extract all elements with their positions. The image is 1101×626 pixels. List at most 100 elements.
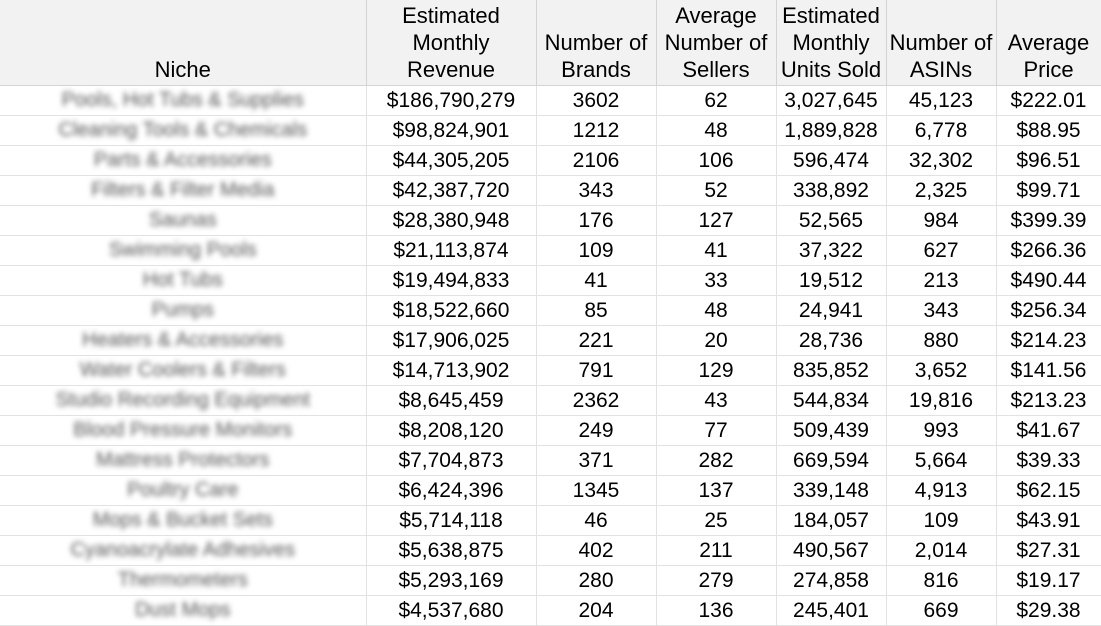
- cell-price[interactable]: $213.23: [996, 385, 1101, 416]
- table-row[interactable]: Thermometers $5,293,169 280 279 274,858 816 $1…: [0, 565, 1101, 596]
- cell-units[interactable]: 509,439: [776, 415, 887, 446]
- table-row[interactable]: Blood Pressure Monitors $8,208,120 249 77 50…: [0, 415, 1101, 446]
- table-row[interactable]: Mattress Protectors $7,704,873 371 282 669,5…: [0, 445, 1101, 476]
- cell-niche[interactable]: Parts & Accessories: [0, 145, 367, 176]
- cell-asins[interactable]: 2,325: [886, 175, 997, 206]
- cell-price[interactable]: $399.39: [996, 205, 1101, 236]
- cell-niche[interactable]: Blood Pressure Monitors: [0, 415, 367, 446]
- cell-sellers[interactable]: 279: [656, 565, 777, 596]
- cell-brands[interactable]: 2106: [536, 145, 657, 176]
- cell-revenue[interactable]: $17,906,025: [366, 325, 537, 356]
- cell-niche[interactable]: Mattress Protectors: [0, 445, 367, 476]
- cell-niche[interactable]: Hot Tubs: [0, 265, 367, 296]
- cell-revenue[interactable]: $19,494,833: [366, 265, 537, 296]
- cell-sellers[interactable]: 282: [656, 445, 777, 476]
- cell-price[interactable]: $43.91: [996, 505, 1101, 536]
- cell-brands[interactable]: 3602: [536, 85, 657, 116]
- cell-brands[interactable]: 176: [536, 205, 657, 236]
- cell-niche[interactable]: Mops & Bucket Sets: [0, 505, 367, 536]
- cell-units[interactable]: 544,834: [776, 385, 887, 416]
- cell-brands[interactable]: 280: [536, 565, 657, 596]
- cell-asins[interactable]: 6,778: [886, 115, 997, 146]
- cell-asins[interactable]: 984: [886, 205, 997, 236]
- cell-units[interactable]: 339,148: [776, 475, 887, 506]
- table-row[interactable]: Pools, Hot Tubs & Supplies $186,790,279 36…: [0, 85, 1101, 116]
- table-row[interactable]: Pumps $18,522,660 85 48 24,941 343 $256.34: [0, 295, 1101, 326]
- column-header-niche[interactable]: Niche: [0, 0, 367, 86]
- cell-sellers[interactable]: 52: [656, 175, 777, 206]
- cell-revenue[interactable]: $5,714,118: [366, 505, 537, 536]
- cell-sellers[interactable]: 20: [656, 325, 777, 356]
- column-header-brands[interactable]: Number of Brands: [536, 0, 657, 86]
- cell-sellers[interactable]: 211: [656, 535, 777, 566]
- cell-revenue[interactable]: $5,638,875: [366, 535, 537, 566]
- cell-units[interactable]: 596,474: [776, 145, 887, 176]
- cell-asins[interactable]: 45,123: [886, 85, 997, 116]
- cell-revenue[interactable]: $28,380,948: [366, 205, 537, 236]
- cell-asins[interactable]: 816: [886, 565, 997, 596]
- cell-sellers[interactable]: 129: [656, 355, 777, 386]
- cell-price[interactable]: $266.36: [996, 235, 1101, 266]
- column-header-units[interactable]: Estimated Monthly Units Sold: [776, 0, 887, 86]
- table-row[interactable]: Filters & Filter Media $42,387,720 343 52 33…: [0, 175, 1101, 206]
- cell-revenue[interactable]: $18,522,660: [366, 295, 537, 326]
- table-row[interactable]: Poultry Care $6,424,396 1345 137 339,148 4,91…: [0, 475, 1101, 506]
- table-row[interactable]: Swimming Pools $21,113,874 109 41 37,322 627 $…: [0, 235, 1101, 266]
- table-row[interactable]: Saunas $28,380,948 176 127 52,565 984 $399.39: [0, 205, 1101, 236]
- cell-asins[interactable]: 4,913: [886, 475, 997, 506]
- cell-niche[interactable]: Saunas: [0, 205, 367, 236]
- cell-niche[interactable]: Pools, Hot Tubs & Supplies: [0, 85, 367, 116]
- cell-price[interactable]: $88.95: [996, 115, 1101, 146]
- cell-sellers[interactable]: 127: [656, 205, 777, 236]
- cell-brands[interactable]: 371: [536, 445, 657, 476]
- table-row[interactable]: Water Coolers & Filters $14,713,902 791 129…: [0, 355, 1101, 386]
- cell-brands[interactable]: 41: [536, 265, 657, 296]
- cell-brands[interactable]: 343: [536, 175, 657, 206]
- cell-asins[interactable]: 2,014: [886, 535, 997, 566]
- cell-sellers[interactable]: 137: [656, 475, 777, 506]
- cell-brands[interactable]: 85: [536, 295, 657, 326]
- cell-units[interactable]: 52,565: [776, 205, 887, 236]
- cell-price[interactable]: $490.44: [996, 265, 1101, 296]
- cell-brands[interactable]: 221: [536, 325, 657, 356]
- cell-revenue[interactable]: $44,305,205: [366, 145, 537, 176]
- cell-units[interactable]: 490,567: [776, 535, 887, 566]
- cell-asins[interactable]: 213: [886, 265, 997, 296]
- cell-sellers[interactable]: 25: [656, 505, 777, 536]
- cell-asins[interactable]: 3,652: [886, 355, 997, 386]
- cell-price[interactable]: $214.23: [996, 325, 1101, 356]
- table-row[interactable]: Parts & Accessories $44,305,205 2106 106 596…: [0, 145, 1101, 176]
- cell-brands[interactable]: 249: [536, 415, 657, 446]
- cell-revenue[interactable]: $5,293,169: [366, 565, 537, 596]
- column-header-sellers[interactable]: Average Number of Sellers: [656, 0, 777, 86]
- table-row[interactable]: Heaters & Accessories $17,906,025 221 20 28,…: [0, 325, 1101, 356]
- cell-asins[interactable]: 627: [886, 235, 997, 266]
- cell-units[interactable]: 184,057: [776, 505, 887, 536]
- cell-revenue[interactable]: $6,424,396: [366, 475, 537, 506]
- cell-units[interactable]: 19,512: [776, 265, 887, 296]
- table-row[interactable]: Cyanoacrylate Adhesives $5,638,875 402 211 4…: [0, 535, 1101, 566]
- cell-asins[interactable]: 993: [886, 415, 997, 446]
- column-header-revenue[interactable]: Estimated Monthly Revenue: [366, 0, 537, 86]
- cell-niche[interactable]: Thermometers: [0, 565, 367, 596]
- cell-price[interactable]: $62.15: [996, 475, 1101, 506]
- table-row[interactable]: Cleaning Tools & Chemicals $98,824,901 121…: [0, 115, 1101, 146]
- cell-units[interactable]: 3,027,645: [776, 85, 887, 116]
- cell-brands[interactable]: 2362: [536, 385, 657, 416]
- cell-brands[interactable]: 791: [536, 355, 657, 386]
- table-row[interactable]: Studio Recording Equipment $8,645,459 2362…: [0, 385, 1101, 416]
- cell-brands[interactable]: 1345: [536, 475, 657, 506]
- cell-sellers[interactable]: 48: [656, 115, 777, 146]
- cell-sellers[interactable]: 41: [656, 235, 777, 266]
- cell-revenue[interactable]: $42,387,720: [366, 175, 537, 206]
- cell-price[interactable]: $39.33: [996, 445, 1101, 476]
- cell-price[interactable]: $96.51: [996, 145, 1101, 176]
- cell-revenue[interactable]: $21,113,874: [366, 235, 537, 266]
- cell-asins[interactable]: 5,664: [886, 445, 997, 476]
- cell-niche[interactable]: Heaters & Accessories: [0, 325, 367, 356]
- cell-brands[interactable]: 109: [536, 235, 657, 266]
- cell-niche[interactable]: Pumps: [0, 295, 367, 326]
- cell-brands[interactable]: 1212: [536, 115, 657, 146]
- cell-sellers[interactable]: 62: [656, 85, 777, 116]
- cell-niche[interactable]: Studio Recording Equipment: [0, 385, 367, 416]
